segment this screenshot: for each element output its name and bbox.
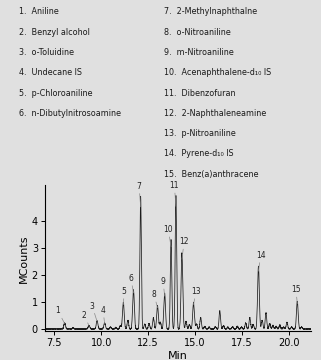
- Text: 15: 15: [291, 285, 301, 303]
- Text: 5.  p-Chloroaniline: 5. p-Chloroaniline: [19, 89, 92, 98]
- Y-axis label: MCounts: MCounts: [19, 234, 29, 283]
- Text: 2.  Benzyl alcohol: 2. Benzyl alcohol: [19, 28, 90, 37]
- Text: 7: 7: [137, 182, 142, 207]
- Text: 15.  Benz(a)anthracene: 15. Benz(a)anthracene: [164, 170, 258, 179]
- Text: 14: 14: [256, 251, 265, 271]
- Text: 6.  n-Dibutylnitrosoamine: 6. n-Dibutylnitrosoamine: [19, 109, 121, 118]
- Text: 4.  Undecane IS: 4. Undecane IS: [19, 68, 82, 77]
- Text: 3.  o-Toluidine: 3. o-Toluidine: [19, 48, 74, 57]
- Text: 4: 4: [101, 306, 106, 324]
- Text: 1: 1: [56, 306, 65, 324]
- Text: 14.  Pyrene-d₁₀ IS: 14. Pyrene-d₁₀ IS: [164, 149, 233, 158]
- Text: 12.  2-Naphthaleneamine: 12. 2-Naphthaleneamine: [164, 109, 266, 118]
- Text: 3: 3: [90, 302, 97, 321]
- Text: 7.  2-Methylnaphthalne: 7. 2-Methylnaphthalne: [164, 8, 257, 17]
- Text: 8.  o-Nitroaniline: 8. o-Nitroaniline: [164, 28, 230, 37]
- Text: 8: 8: [152, 290, 158, 308]
- Text: 1.  Aniline: 1. Aniline: [19, 8, 59, 17]
- Text: 6: 6: [128, 274, 134, 293]
- Text: 11.  Dibenzofuran: 11. Dibenzofuran: [164, 89, 235, 98]
- Text: 9: 9: [161, 277, 166, 296]
- Text: 13: 13: [191, 287, 201, 305]
- Text: 11: 11: [170, 181, 179, 206]
- Text: 10: 10: [164, 225, 173, 247]
- Text: 2: 2: [82, 311, 89, 326]
- Text: 13.  p-Nitroaniline: 13. p-Nitroaniline: [164, 129, 236, 138]
- Text: 9.  m-Nitroaniline: 9. m-Nitroaniline: [164, 48, 233, 57]
- Text: 10.  Acenaphthalene-d₁₀ IS: 10. Acenaphthalene-d₁₀ IS: [164, 68, 271, 77]
- Text: 12: 12: [179, 237, 189, 259]
- Text: 5: 5: [122, 287, 126, 305]
- X-axis label: Min: Min: [168, 351, 188, 360]
